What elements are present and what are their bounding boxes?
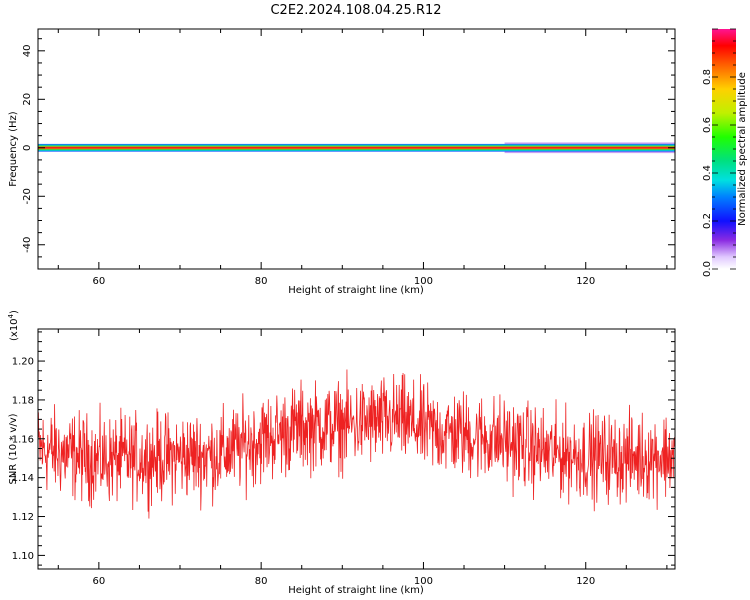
spectrogram-axes: 60 80 100 120 -40 -20 0 20 40 [22, 29, 675, 287]
y-tick-label: 0 [22, 145, 33, 151]
colorbar-tick-label: 0.0 [702, 261, 713, 277]
y-tick-label: 20 [22, 93, 33, 106]
snr-series-line [38, 369, 675, 519]
snr-panel: 60 80 100 120 1.10 1.12 1.14 1.16 1.18 1.20 Heigh… [7, 310, 676, 596]
colorbar: 0.0 0.2 0.4 0.6 0.8 Normalized spectral ampl… [702, 28, 748, 277]
snr-y-axis-label: SNR (10 * v/v) [8, 413, 19, 484]
figure-title: C2E2.2024.108.04.25.R12 [270, 3, 441, 18]
spectral-bands [38, 142, 675, 154]
spectrogram-x-axis-label: Height of straight line (km) [288, 285, 424, 296]
y-tick-label: -20 [22, 188, 33, 204]
colorbar-tick-label: 0.2 [702, 213, 713, 229]
colorbar-tick-label: 0.8 [702, 69, 713, 85]
spectrogram-y-axis-label: Frequency (Hz) [8, 111, 19, 187]
colorbar-axis: 0.0 0.2 0.4 0.6 0.8 [702, 28, 736, 277]
spectrogram-frame [37, 28, 676, 270]
x-tick-label: 120 [576, 576, 595, 587]
y-tick-label: -40 [22, 237, 33, 253]
y-tick-label: 1.20 [12, 357, 34, 368]
y-tick-label: 1.14 [12, 473, 34, 484]
snr-multiplier-label: (x104) [7, 310, 20, 341]
y-tick-label: 1.16 [12, 434, 34, 445]
x-tick-label: 100 [414, 276, 433, 287]
x-tick-label: 60 [92, 276, 105, 287]
snr-x-axis-label: Height of straight line (km) [288, 585, 424, 596]
spectral-band [38, 147, 675, 149]
y-tick-label: 1.18 [12, 395, 34, 406]
x-tick-label: 80 [255, 276, 268, 287]
x-tick-label: 120 [576, 276, 595, 287]
spectrogram-panel: 60 80 100 120 -40 -20 0 20 40 Height of straight… [8, 28, 676, 296]
y-tick-label: 1.12 [12, 512, 34, 523]
x-tick-label: 80 [255, 576, 268, 587]
y-tick-label: 40 [22, 44, 33, 57]
x-tick-label: 60 [92, 576, 105, 587]
colorbar-tick-label: 0.6 [702, 117, 713, 133]
y-tick-label: 1.10 [12, 551, 34, 562]
snr-axes: 60 80 100 120 1.10 1.12 1.14 1.16 1.18 1.20 [12, 329, 675, 587]
x-tick-label: 100 [414, 576, 433, 587]
colorbar-label: Normalized spectral amplitude [737, 72, 748, 226]
colorbar-tick-label: 0.4 [702, 165, 713, 181]
colorbar-gradient [712, 29, 736, 269]
